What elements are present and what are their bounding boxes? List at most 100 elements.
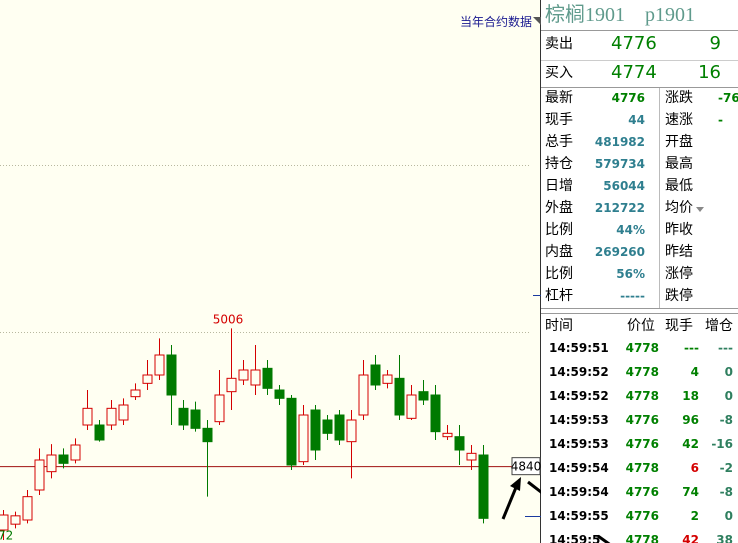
stat-label: 日增 — [545, 178, 573, 194]
trade-change: --- — [718, 341, 733, 355]
price-line-label: 4840 — [511, 460, 541, 474]
stat-label: 跌停 — [665, 288, 693, 304]
trade-price: 4778 — [625, 461, 659, 475]
trade-header: 现手 — [665, 318, 693, 334]
stat-value: 4776 — [611, 91, 645, 105]
candle-body — [394, 377, 405, 416]
trade-volume: 74 — [682, 485, 699, 499]
trade-price: 4776 — [625, 413, 659, 427]
candle-body — [262, 367, 273, 389]
candle-body — [430, 394, 441, 433]
quote-panel: 棕榈1901 p1901 卖出 4776 9 买入 4774 16 最新 4776 涨跌 -76/现… — [541, 0, 738, 543]
stat-value: -76/ — [718, 91, 738, 105]
candle-body — [238, 369, 249, 381]
trade-change: 0 — [724, 389, 733, 403]
candle-body — [94, 424, 105, 441]
stat-value: 212722 — [594, 201, 645, 215]
candle-body — [70, 444, 81, 461]
stat-label: 持仓 — [545, 156, 573, 172]
candle-body — [118, 404, 129, 421]
trade-price: 4776 — [625, 437, 659, 451]
candle-body — [130, 389, 141, 398]
trade-price: 4778 — [625, 365, 659, 379]
candle-body — [82, 407, 93, 426]
candle-body — [370, 364, 381, 386]
stat-label: 外盘 — [545, 200, 573, 216]
candle-body — [346, 419, 357, 443]
vertical-divider — [659, 88, 660, 308]
candle-body — [334, 414, 345, 441]
trade-price: 4778 — [625, 341, 659, 355]
stat-value: 269260 — [594, 245, 645, 259]
separator — [541, 313, 738, 314]
candle-body — [382, 374, 393, 384]
candle-body — [466, 452, 477, 461]
trade-time: 14:59:53 — [549, 437, 609, 451]
stat-label: 杠杆 — [545, 288, 573, 304]
stat-value: 579734 — [594, 157, 645, 171]
stat-label: 昨结 — [665, 244, 693, 260]
stat-value: 481982 — [594, 135, 645, 149]
quote-price: 4774 — [611, 62, 657, 83]
stat-label: 比例 — [545, 266, 573, 282]
stat-value: 44% — [616, 223, 645, 237]
trade-volume: 42 — [682, 437, 699, 451]
trade-volume: 42 — [682, 533, 699, 543]
trade-time: 14:59:52 — [549, 389, 609, 403]
stat-label: 均价 — [665, 200, 693, 216]
stat-label: 涨跌 — [665, 90, 693, 106]
stat-label: 内盘 — [545, 244, 573, 260]
candlestick-chart: 当年合约数据 4840 5006 4772 — [0, 0, 541, 543]
candle-body — [358, 374, 369, 416]
stat-label: 最高 — [665, 156, 693, 172]
trade-volume: 4 — [690, 365, 699, 379]
arrow — [527, 480, 541, 494]
candle-body — [34, 459, 45, 491]
stat-value: 56% — [616, 267, 645, 281]
trade-header: 时间 — [545, 318, 573, 334]
trade-volume: 96 — [682, 413, 699, 427]
arrow-head — [510, 477, 521, 491]
trade-volume: 18 — [682, 389, 699, 403]
trade-volume: 6 — [690, 461, 699, 475]
candle-body — [298, 414, 309, 463]
trade-price: 4776 — [625, 485, 659, 499]
trade-time: 14:59:55 — [549, 509, 609, 523]
arrow — [501, 484, 519, 520]
trade-time: 14:59:54 — [549, 485, 609, 499]
stat-label: 最低 — [665, 178, 693, 194]
trade-volume: 2 — [690, 509, 699, 523]
candle-body — [322, 419, 333, 434]
trade-price: 4776 — [625, 509, 659, 523]
quote-volume: 16 — [698, 62, 721, 83]
trade-change: -8 — [719, 485, 733, 499]
separator — [541, 60, 738, 61]
candle-body — [58, 454, 69, 464]
stat-value: ----- — [620, 289, 645, 303]
candle-body — [178, 407, 189, 426]
corner-label: 当年合约数据 — [460, 14, 532, 29]
stat-label: 现手 — [545, 112, 573, 128]
quote-volume: 9 — [709, 33, 721, 54]
trade-time: 14:59:53 — [549, 413, 609, 427]
candle-body — [478, 454, 489, 519]
trade-price: 4778 — [625, 533, 659, 543]
candle-body — [46, 454, 57, 473]
trade-change: -8 — [719, 413, 733, 427]
candle-body — [166, 354, 177, 396]
candle-body — [286, 397, 297, 466]
candle-body — [442, 432, 453, 438]
price-box — [511, 457, 541, 476]
trade-header: 价位 — [627, 318, 655, 334]
quote-price: 4776 — [611, 33, 657, 54]
candle-body — [142, 374, 153, 384]
stat-label: 开盘 — [665, 134, 693, 150]
stat-value: 44 — [628, 113, 645, 127]
candle-body — [214, 394, 225, 423]
corner-triangle — [533, 17, 541, 25]
high-label: 5006 — [213, 312, 244, 326]
trade-time: 14:59:54 — [549, 461, 609, 475]
trade-volume: --- — [684, 341, 699, 355]
trade-change: 38 — [716, 533, 733, 543]
